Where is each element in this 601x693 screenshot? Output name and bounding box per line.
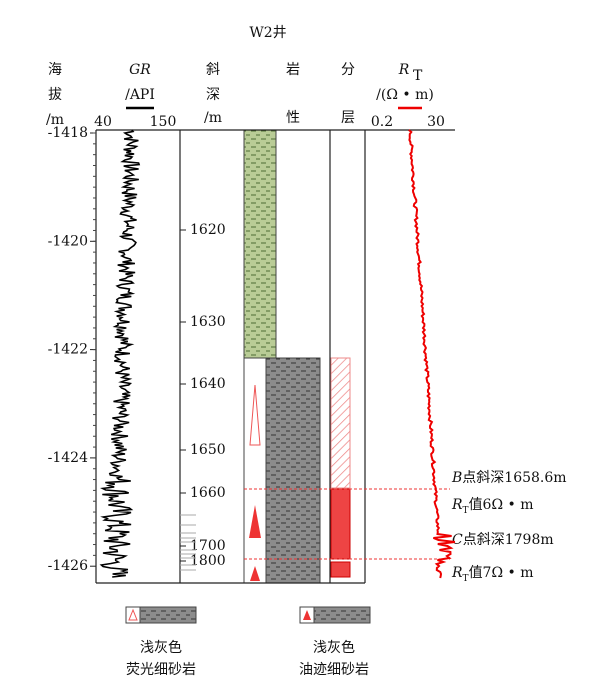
- header: 层: [341, 110, 355, 126]
- scale-label: 40: [94, 114, 112, 130]
- tracks: [95, 129, 455, 584]
- depth-label: 1700: [190, 538, 226, 554]
- depth-label: 1640: [190, 376, 226, 392]
- annotation-part: T: [463, 574, 469, 584]
- legend-icon: [313, 606, 371, 624]
- header: 拔: [48, 87, 62, 103]
- lithology-grey: [265, 357, 321, 584]
- altitude-label: -1426: [48, 558, 88, 574]
- legend-text: 油迹细砂岩: [299, 662, 369, 678]
- headers: 海 拔 /m GR /API 40 150 斜 深 /m 岩 性 分 层 R T…: [46, 62, 445, 130]
- annotation: RT值7Ω • m: [451, 565, 534, 584]
- annotation-part: B: [451, 470, 462, 486]
- annotation-part: 值6Ω • m: [469, 497, 534, 513]
- depth-label: 1620: [190, 222, 226, 238]
- header: T: [413, 68, 423, 84]
- legend-icon: [139, 606, 197, 624]
- annotation-part: C: [452, 532, 463, 548]
- scale-label: 150: [150, 114, 177, 130]
- legend-text: 荧光细砂岩: [126, 661, 196, 678]
- legend: 浅灰色 荧光细砂岩 浅灰色 油迹细砂岩: [125, 606, 371, 678]
- depth-label: 1650: [190, 442, 226, 458]
- depth-label: 1660: [190, 485, 226, 501]
- annotation-part: R: [451, 497, 463, 513]
- layer-hatch: [330, 357, 351, 489]
- altitude-label: -1420: [48, 233, 88, 249]
- header: /API: [125, 87, 155, 103]
- altitude-label: -1424: [48, 450, 88, 466]
- header: GR: [129, 62, 151, 78]
- title: W2井: [249, 25, 286, 41]
- header: /m: [46, 112, 64, 128]
- layer-red: [330, 488, 351, 560]
- annotation-part: 值7Ω • m: [469, 565, 534, 581]
- layer-red: [330, 561, 351, 578]
- oil-mark: [250, 566, 260, 581]
- annotation: RT值6Ω • m: [451, 497, 534, 516]
- header: 分: [341, 62, 355, 78]
- legend-icon: [128, 608, 138, 621]
- annotations: B点斜深1658.6m RT值6Ω • m C点斜深1798m RT值7Ω • …: [451, 470, 567, 584]
- header: 岩: [286, 62, 300, 78]
- header: R: [398, 62, 410, 78]
- annotation-part: R: [451, 565, 463, 581]
- gr-curve: [99, 129, 141, 578]
- header: /(Ω • m): [376, 87, 434, 103]
- lithology-green: [243, 129, 277, 359]
- annotation: B点斜深1658.6m: [451, 470, 567, 486]
- header: 海: [48, 62, 62, 78]
- header: /m: [204, 110, 222, 126]
- annotation-part: 点斜深1798m: [463, 532, 554, 548]
- fluorescence-mark: [249, 384, 261, 446]
- legend-text: 浅灰色: [140, 639, 182, 656]
- oil-mark: [249, 505, 261, 538]
- depth-label: 1630: [190, 314, 226, 330]
- header: 斜: [206, 62, 220, 78]
- altitude-label: -1418: [48, 125, 88, 141]
- legend-icon: [303, 610, 311, 620]
- header: 性: [286, 110, 300, 126]
- header: 深: [206, 87, 220, 103]
- altitude-label: -1422: [48, 342, 88, 358]
- annotation-part: T: [463, 506, 469, 516]
- scale-label: 0.2: [371, 114, 393, 130]
- depth-label: 1800: [190, 553, 226, 569]
- annotation-part: 点斜深1658.6m: [462, 470, 566, 486]
- legend-text: 浅灰色: [313, 639, 355, 656]
- rt-curve: [408, 129, 456, 579]
- annotation: C点斜深1798m: [452, 532, 554, 548]
- scale-label: 30: [427, 114, 445, 130]
